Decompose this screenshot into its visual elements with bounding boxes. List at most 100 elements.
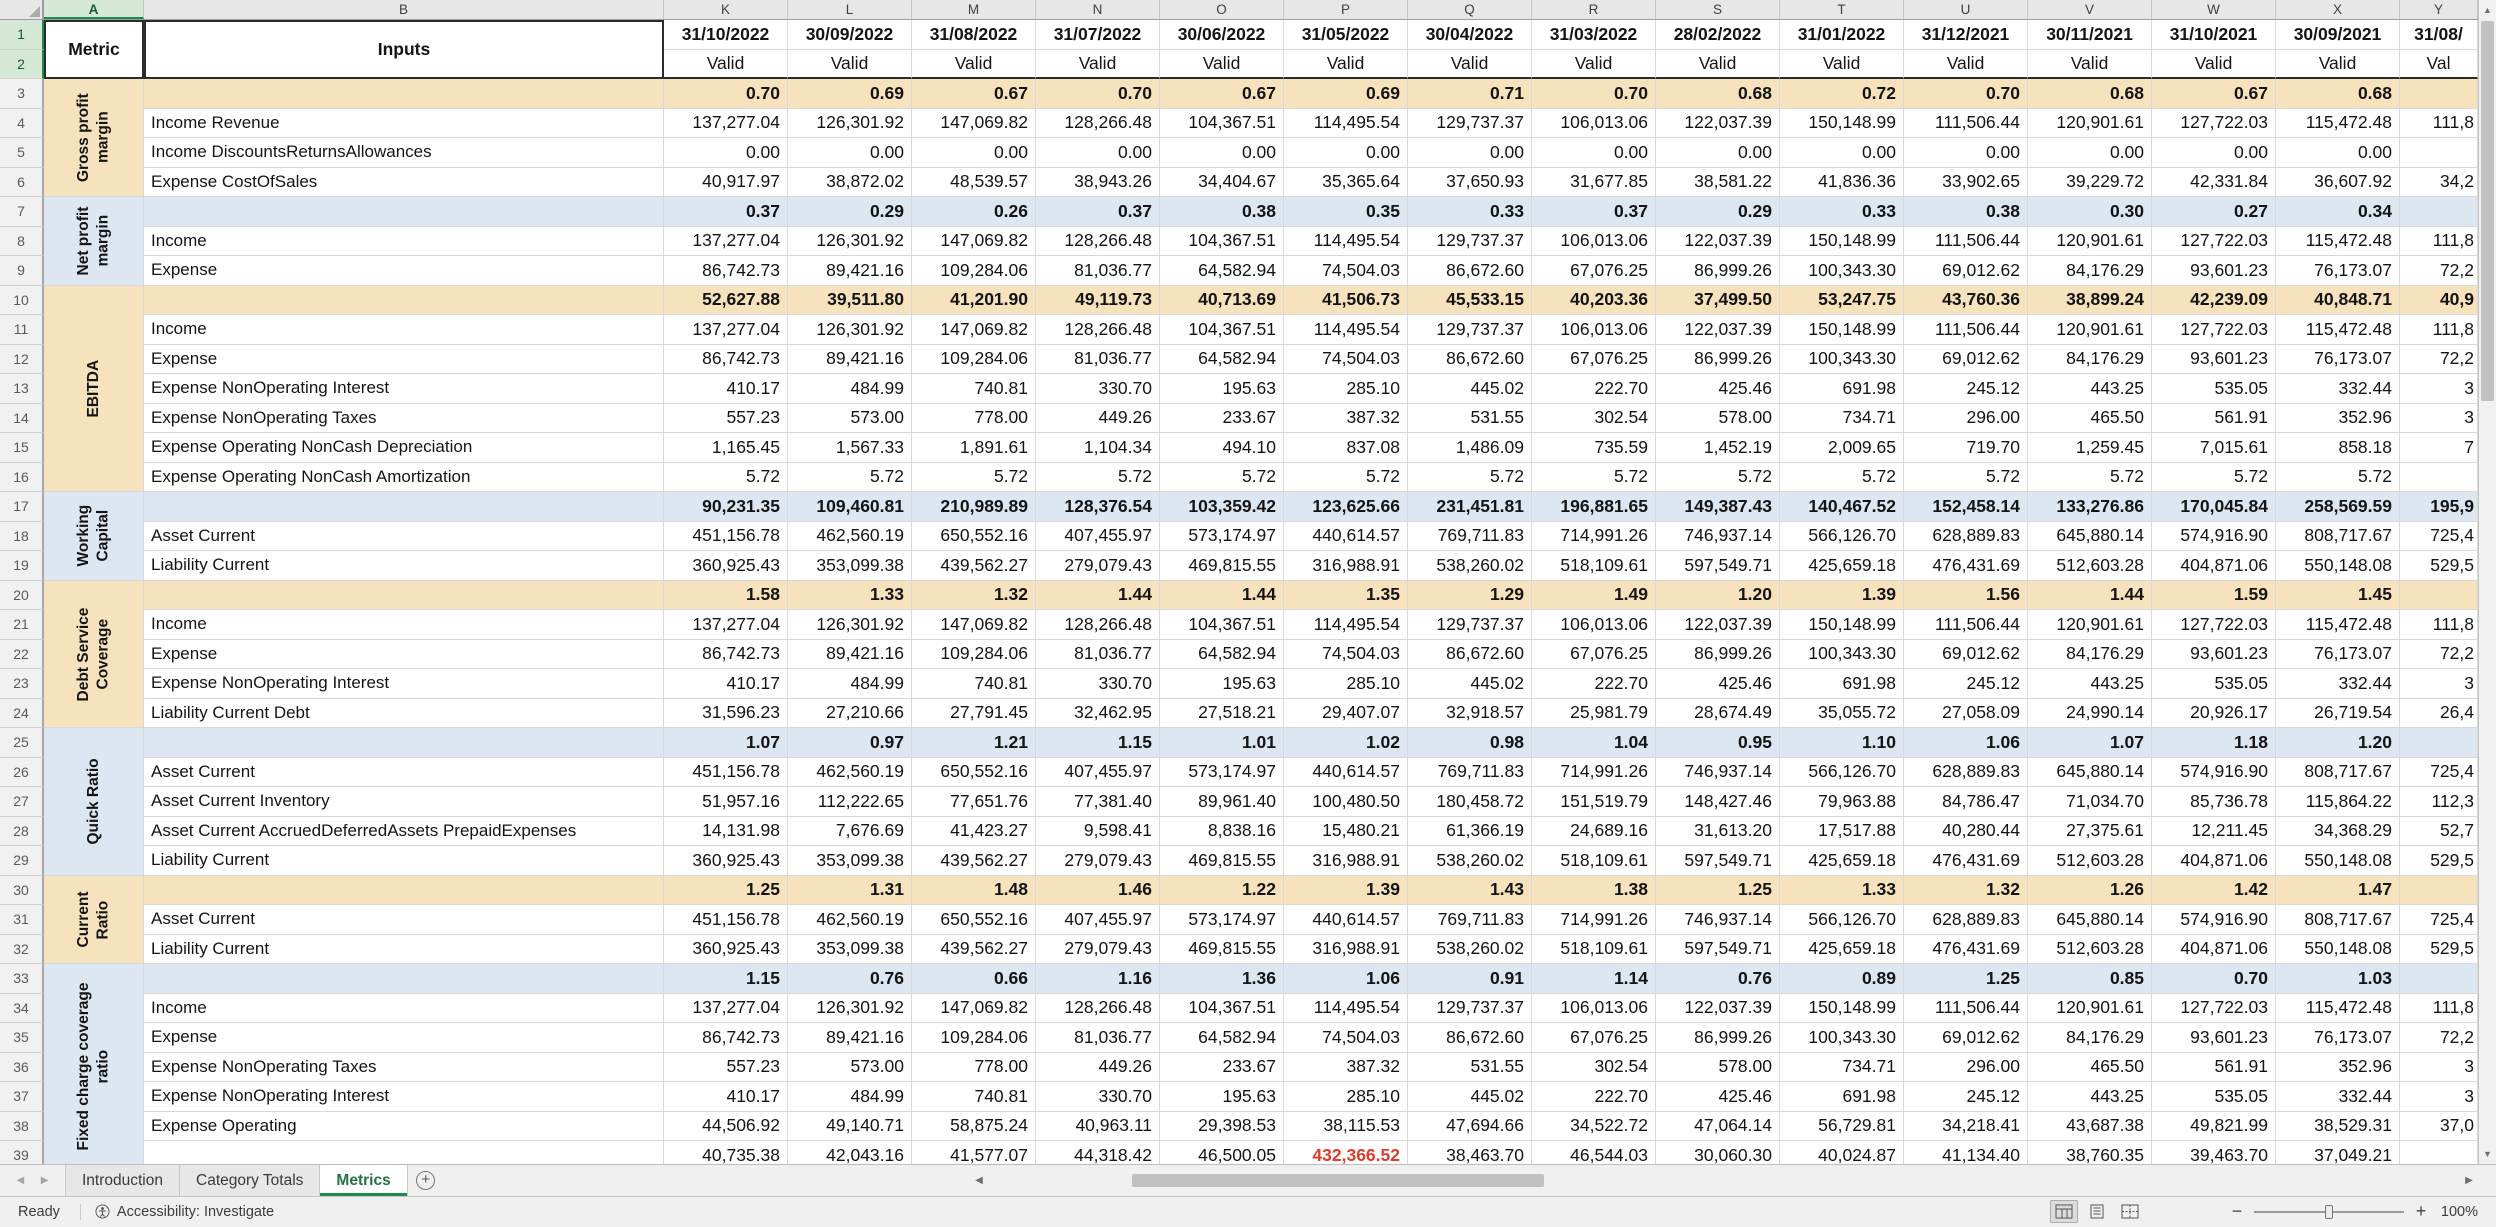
- value-cell[interactable]: 35,055.72: [1780, 698, 1904, 728]
- value-cell[interactable]: 69,012.62: [1904, 1023, 2028, 1053]
- summary-cell[interactable]: 1.16: [1036, 964, 1160, 994]
- value-cell[interactable]: 5.72: [788, 462, 912, 492]
- value-cell[interactable]: 330.70: [1036, 1082, 1160, 1112]
- summary-cell[interactable]: 231,451.81: [1408, 492, 1532, 522]
- value-cell[interactable]: 330.70: [1036, 374, 1160, 404]
- value-cell[interactable]: 106,013.06: [1532, 315, 1656, 345]
- value-cell[interactable]: 7: [2400, 433, 2478, 463]
- column-header-P[interactable]: P: [1284, 0, 1408, 19]
- row-header-15[interactable]: 15: [0, 433, 44, 463]
- value-cell[interactable]: 128,266.48: [1036, 315, 1160, 345]
- value-cell[interactable]: 469,815.55: [1160, 846, 1284, 876]
- value-cell[interactable]: 578.00: [1656, 403, 1780, 433]
- summary-cell[interactable]: 152,458.14: [1904, 492, 2028, 522]
- summary-cell[interactable]: 41,506.73: [1284, 285, 1408, 315]
- summary-cell[interactable]: 0.37: [664, 197, 788, 227]
- value-cell[interactable]: 77,651.76: [912, 787, 1036, 817]
- value-cell[interactable]: 425.46: [1656, 1082, 1780, 1112]
- value-cell[interactable]: 808,717.67: [2276, 521, 2400, 551]
- value-cell[interactable]: 449.26: [1036, 1052, 1160, 1082]
- value-cell[interactable]: 41,836.36: [1780, 167, 1904, 197]
- column-header-K[interactable]: K: [664, 0, 788, 19]
- value-cell[interactable]: 714,991.26: [1532, 521, 1656, 551]
- value-cell[interactable]: 734.71: [1780, 1052, 1904, 1082]
- summary-cell[interactable]: 0.38: [1160, 197, 1284, 227]
- value-cell[interactable]: 109,284.06: [912, 344, 1036, 374]
- value-cell[interactable]: 574,916.90: [2152, 757, 2276, 787]
- summary-cell[interactable]: 133,276.86: [2028, 492, 2152, 522]
- row-header-7[interactable]: 7: [0, 197, 44, 227]
- value-cell[interactable]: 115,864.22: [2276, 787, 2400, 817]
- tab-nav-left-icon[interactable]: ◀: [16, 1175, 25, 1186]
- value-cell[interactable]: 222.70: [1532, 669, 1656, 699]
- value-cell[interactable]: 77,381.40: [1036, 787, 1160, 817]
- value-cell[interactable]: 332.44: [2276, 374, 2400, 404]
- value-cell[interactable]: 17,517.88: [1780, 816, 1904, 846]
- value-cell[interactable]: 72,2: [2400, 344, 2478, 374]
- value-cell[interactable]: 8,838.16: [1160, 816, 1284, 846]
- value-cell[interactable]: 296.00: [1904, 403, 2028, 433]
- date-header-cell[interactable]: 31/07/2022: [1036, 20, 1160, 50]
- value-cell[interactable]: 14,131.98: [664, 816, 788, 846]
- value-cell[interactable]: 126,301.92: [788, 226, 912, 256]
- value-cell[interactable]: 451,156.78: [664, 757, 788, 787]
- value-cell[interactable]: 518,109.61: [1532, 934, 1656, 964]
- value-cell[interactable]: 12,211.45: [2152, 816, 2276, 846]
- input-label-cell[interactable]: Expense Operating: [144, 1111, 664, 1141]
- value-cell[interactable]: 41,577.07: [912, 1141, 1036, 1164]
- input-label-cell[interactable]: Income DiscountsReturnsAllowances: [144, 138, 664, 168]
- value-cell[interactable]: 425,659.18: [1780, 551, 1904, 581]
- summary-cell[interactable]: 90,231.35: [664, 492, 788, 522]
- page-break-view-button[interactable]: [2116, 1200, 2144, 1223]
- input-label-cell[interactable]: Income Revenue: [144, 108, 664, 138]
- value-cell[interactable]: 47,694.66: [1408, 1111, 1532, 1141]
- summary-cell[interactable]: 53,247.75: [1780, 285, 1904, 315]
- value-cell[interactable]: 100,343.30: [1780, 639, 1904, 669]
- value-cell[interactable]: 529,5: [2400, 846, 2478, 876]
- sheet-tab-metrics[interactable]: Metrics: [320, 1165, 408, 1196]
- value-cell[interactable]: 691.98: [1780, 374, 1904, 404]
- value-cell[interactable]: 734.71: [1780, 403, 1904, 433]
- row-header-39[interactable]: 39: [0, 1141, 44, 1164]
- value-cell[interactable]: 89,421.16: [788, 344, 912, 374]
- input-label-cell[interactable]: Expense NonOperating Interest: [144, 1082, 664, 1112]
- summary-cell[interactable]: 1.25: [664, 875, 788, 905]
- value-cell[interactable]: 691.98: [1780, 669, 1904, 699]
- summary-cell[interactable]: 1.26: [2028, 875, 2152, 905]
- value-cell[interactable]: 538,260.02: [1408, 934, 1532, 964]
- value-cell[interactable]: 86,742.73: [664, 639, 788, 669]
- value-cell[interactable]: 67,076.25: [1532, 256, 1656, 286]
- value-cell[interactable]: 222.70: [1532, 1082, 1656, 1112]
- value-cell[interactable]: 137,277.04: [664, 315, 788, 345]
- value-cell[interactable]: 72,2: [2400, 1023, 2478, 1053]
- value-cell[interactable]: 195.63: [1160, 1082, 1284, 1112]
- value-cell[interactable]: 104,367.51: [1160, 108, 1284, 138]
- input-label-cell[interactable]: Income: [144, 610, 664, 640]
- value-cell[interactable]: 597,549.71: [1656, 551, 1780, 581]
- summary-cell[interactable]: 1.36: [1160, 964, 1284, 994]
- value-cell[interactable]: 38,463.70: [1408, 1141, 1532, 1164]
- value-cell[interactable]: 84,176.29: [2028, 344, 2152, 374]
- summary-cell[interactable]: 1.14: [1532, 964, 1656, 994]
- value-cell[interactable]: 29,398.53: [1160, 1111, 1284, 1141]
- value-cell[interactable]: 106,013.06: [1532, 108, 1656, 138]
- value-cell[interactable]: 439,562.27: [912, 551, 1036, 581]
- row-header-14[interactable]: 14: [0, 403, 44, 433]
- value-cell[interactable]: 645,880.14: [2028, 757, 2152, 787]
- value-cell[interactable]: 126,301.92: [788, 315, 912, 345]
- value-cell[interactable]: 42,331.84: [2152, 167, 2276, 197]
- summary-cell[interactable]: 43,760.36: [1904, 285, 2028, 315]
- value-cell[interactable]: 469,815.55: [1160, 551, 1284, 581]
- group-label-debt-service-coverage[interactable]: Debt Service Coverage: [44, 580, 144, 728]
- value-cell[interactable]: 43,687.38: [2028, 1111, 2152, 1141]
- sheet-tab-introduction[interactable]: Introduction: [66, 1165, 180, 1196]
- value-cell[interactable]: 769,711.83: [1408, 521, 1532, 551]
- value-cell[interactable]: 147,069.82: [912, 993, 1036, 1023]
- summary-cell[interactable]: [2400, 580, 2478, 610]
- row-header-29[interactable]: 29: [0, 846, 44, 876]
- value-cell[interactable]: 137,277.04: [664, 610, 788, 640]
- input-label-cell[interactable]: Income: [144, 315, 664, 345]
- value-cell[interactable]: 494.10: [1160, 433, 1284, 463]
- value-cell[interactable]: 353,099.38: [788, 846, 912, 876]
- date-header-cell[interactable]: 30/06/2022: [1160, 20, 1284, 50]
